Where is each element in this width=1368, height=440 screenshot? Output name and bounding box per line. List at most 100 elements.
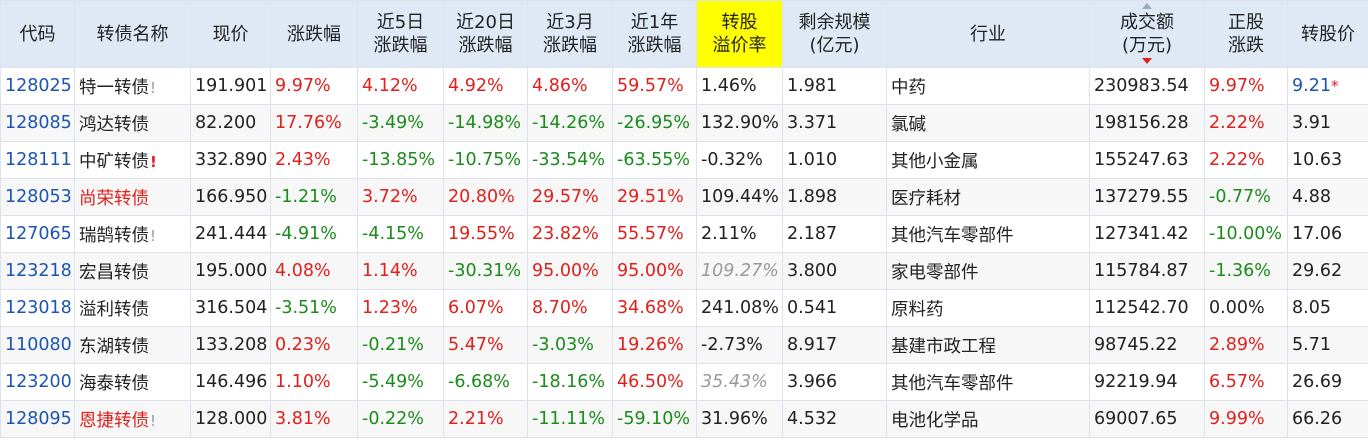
bond-name[interactable]: 中矿转债! (74, 141, 191, 179)
change-20d: 19.55% (443, 215, 528, 253)
conversion-premium: 1.46% (696, 67, 783, 105)
bond-code[interactable]: 128053 (0, 178, 75, 216)
warning-mark-icon: ! (150, 411, 157, 430)
table-row[interactable]: 128111 中矿转债! 332.890 2.43% -13.85% -10.75% -33… (0, 141, 1368, 179)
bond-name[interactable]: 鸿达转债 (74, 104, 191, 142)
price: 241.444 (190, 215, 271, 253)
bond-code[interactable]: 127065 (0, 215, 75, 253)
bond-name[interactable]: 恩捷转债! (74, 400, 191, 438)
header-industry[interactable]: 行业 (886, 0, 1090, 68)
conversion-price: 4.88 (1287, 178, 1368, 216)
header-code-label: 代码 (19, 23, 56, 45)
header-scale[interactable]: 剩余规模 (亿元) (782, 0, 887, 68)
trade-volume: 230983.54 (1089, 67, 1205, 105)
header-price[interactable]: 现价 (190, 0, 271, 68)
sort-desc-icon[interactable] (1142, 58, 1152, 64)
bond-name[interactable]: 宏昌转债 (74, 252, 191, 290)
trade-volume: 198156.28 (1089, 104, 1205, 142)
bond-name[interactable]: 海泰转债 (74, 363, 191, 401)
bond-code[interactable]: 128085 (0, 104, 75, 142)
bond-code[interactable]: 128095 (0, 400, 75, 438)
stock-change: 0.00% (1204, 289, 1288, 327)
bond-name-label: 海泰转债 (79, 373, 149, 394)
conversion-price-value: 26.69 (1292, 372, 1343, 392)
header-chg3m[interactable]: 近3月 涨跌幅 (527, 0, 613, 68)
industry: 家电零部件 (886, 252, 1090, 290)
trade-volume: 155247.63 (1089, 141, 1205, 179)
bond-name-label: 恩捷转债 (79, 410, 149, 431)
change-3m: 95.00% (527, 252, 613, 290)
change-1y: 34.68% (612, 289, 697, 327)
change-pct: 3.81% (270, 400, 358, 438)
bond-name[interactable]: 溢利转债 (74, 289, 191, 327)
change-20d: 2.21% (443, 400, 528, 438)
change-3m: -14.26% (527, 104, 613, 142)
header-volume[interactable]: 成交额 (万元) (1089, 0, 1205, 68)
bond-name[interactable]: 尚荣转债 (74, 178, 191, 216)
change-3m: -18.16% (527, 363, 613, 401)
change-3m: 8.70% (527, 289, 613, 327)
table-row[interactable]: 123200 海泰转债 146.496 1.10% -5.49% -6.68% -18.16… (0, 363, 1368, 401)
price: 195.000 (190, 252, 271, 290)
table-row[interactable]: 128053 尚荣转债 166.950 -1.21% 3.72% 20.80% 29.57%… (0, 178, 1368, 216)
bond-name[interactable]: 东湖转债 (74, 326, 191, 364)
header-stock-change[interactable]: 正股 涨跌 (1204, 0, 1288, 68)
table-row[interactable]: 110080 东湖转债 133.208 0.23% -0.21% 5.47% -3.03% 1… (0, 326, 1368, 364)
header-conv-price[interactable]: 转股价 (1287, 0, 1368, 68)
header-chg1y[interactable]: 近1年 涨跌幅 (612, 0, 697, 68)
price: 128.000 (190, 400, 271, 438)
conversion-price: 10.63 (1287, 141, 1368, 179)
change-1y: 59.57% (612, 67, 697, 105)
header-volume-label-2: (万元) (1121, 35, 1173, 56)
sort-asc-icon[interactable] (1142, 3, 1152, 9)
table-row[interactable]: 128085 鸿达转债 82.200 17.76% -3.49% -14.98% -14.2… (0, 104, 1368, 142)
change-20d: 20.80% (443, 178, 528, 216)
header-row: 代码 转债名称 现价 涨跌幅 近5日 涨跌幅 近20日 涨跌幅 近3月 涨跌幅 近1年… (0, 0, 1368, 68)
bond-code[interactable]: 128111 (0, 141, 75, 179)
conversion-premium: 109.44% (696, 178, 783, 216)
change-pct: -3.51% (270, 289, 358, 327)
header-chg1y-label-2: 涨跌幅 (627, 35, 682, 56)
stock-change: 9.99% (1204, 400, 1288, 438)
change-3m: -33.54% (527, 141, 613, 179)
star-mark-icon: * (1330, 77, 1339, 95)
table-row[interactable]: 123018 溢利转债 316.504 -3.51% 1.23% 6.07% 8.70% 34… (0, 289, 1368, 327)
change-5d: -0.21% (357, 326, 444, 364)
table-row[interactable]: 128095 恩捷转债! 128.000 3.81% -0.22% 2.21% -11.11… (0, 400, 1368, 438)
header-chg20d-label-1: 近20日 (456, 12, 515, 33)
change-5d: -3.49% (357, 104, 444, 142)
header-chg3m-label-2: 涨跌幅 (543, 35, 597, 56)
header-chg20d[interactable]: 近20日 涨跌幅 (443, 0, 528, 68)
bond-name[interactable]: 瑞鹄转债! (74, 215, 191, 253)
header-code[interactable]: 代码 (0, 0, 75, 68)
change-3m: 29.57% (527, 178, 613, 216)
bond-name-label: 瑞鹄转债 (79, 225, 149, 246)
remaining-scale: 4.532 (782, 400, 887, 438)
header-change[interactable]: 涨跌幅 (270, 0, 358, 68)
price: 82.200 (190, 104, 271, 142)
header-premium[interactable]: 转股 溢价率 (696, 0, 783, 68)
header-volume-label-1: 成交额 (1120, 12, 1174, 33)
bond-name[interactable]: 特一转债! (74, 67, 191, 105)
header-premium-label-2: 溢价率 (712, 35, 767, 56)
change-pct: 0.23% (270, 326, 358, 364)
price: 316.504 (190, 289, 271, 327)
industry: 电池化学品 (886, 400, 1090, 438)
header-premium-label-1: 转股 (721, 12, 758, 33)
bond-code[interactable]: 123218 (0, 252, 75, 290)
table-row[interactable]: 123218 宏昌转债 195.000 4.08% 1.14% -30.31% 95.00%… (0, 252, 1368, 290)
header-name[interactable]: 转债名称 (74, 0, 191, 68)
conversion-price-value: 10.63 (1292, 150, 1343, 170)
bond-code[interactable]: 128025 (0, 67, 75, 105)
change-1y: 19.26% (612, 326, 697, 364)
bond-code[interactable]: 123018 (0, 289, 75, 327)
remaining-scale: 3.966 (782, 363, 887, 401)
change-1y: -26.95% (612, 104, 697, 142)
change-5d: -5.49% (357, 363, 444, 401)
header-industry-label: 行业 (970, 23, 1006, 45)
header-chg5d[interactable]: 近5日 涨跌幅 (357, 0, 444, 68)
bond-code[interactable]: 123200 (0, 363, 75, 401)
bond-code[interactable]: 110080 (0, 326, 75, 364)
table-row[interactable]: 128025 特一转债! 191.901 9.97% 4.12% 4.92% 4.86% 59… (0, 67, 1368, 105)
table-row[interactable]: 127065 瑞鹄转债! 241.444 -4.91% -4.15% 19.55% 23.8… (0, 215, 1368, 253)
